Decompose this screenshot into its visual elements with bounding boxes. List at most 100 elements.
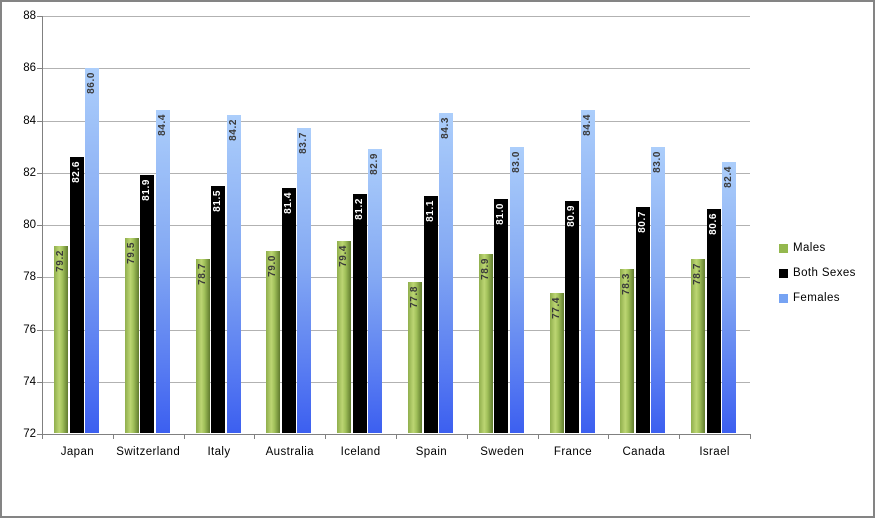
bar-value-label: 79.0	[267, 255, 279, 277]
bar-value-label: 84.3	[440, 116, 451, 139]
bar-both-sexes-spain[interactable]	[423, 196, 438, 433]
x-axis-tick	[254, 434, 255, 439]
bar-both-sexes-canada[interactable]	[635, 206, 650, 433]
y-axis-tick-label: 76	[23, 323, 36, 336]
legend-item-males[interactable]: Males	[779, 242, 826, 254]
bar-females-japan[interactable]	[85, 68, 99, 433]
bar-males-iceland[interactable]	[337, 240, 352, 433]
y-axis-tick	[37, 225, 42, 226]
bar-value-label: 83.7	[298, 132, 310, 155]
legend-label: Males	[793, 242, 826, 254]
bar-value-label: 78.3	[621, 273, 633, 296]
y-axis-tick-label: 78	[23, 271, 36, 284]
bar-males-australia[interactable]	[266, 251, 281, 433]
bar-both-sexes-italy[interactable]	[211, 185, 226, 433]
legend-swatch-both-sexes	[779, 268, 788, 278]
y-axis-tick	[37, 277, 42, 279]
x-axis-label-iceland: Iceland	[340, 446, 381, 458]
y-axis-tick-label: 88	[23, 10, 36, 22]
x-axis-label-spain: Spain	[415, 446, 448, 458]
legend-swatch-females	[779, 293, 788, 303]
x-axis-label-sweden: Sweden	[480, 446, 525, 458]
bar-value-label: 79.4	[338, 244, 350, 267]
bar-both-sexes-france[interactable]	[565, 201, 580, 433]
x-axis-tick	[184, 434, 185, 439]
bar-value-label: 80.7	[636, 210, 648, 233]
x-axis-tick	[325, 434, 326, 439]
bar-females-france[interactable]	[580, 110, 595, 433]
bar-value-label: 81.9	[141, 179, 153, 202]
y-axis-tick	[37, 381, 42, 383]
x-axis-tick	[467, 434, 468, 439]
bar-males-israel[interactable]	[691, 258, 706, 433]
y-axis-tick-label: 84	[23, 114, 36, 127]
bar-males-italy[interactable]	[195, 258, 210, 433]
gridline-84	[42, 120, 750, 122]
legend-swatch-males	[779, 243, 788, 253]
gridline-74	[42, 381, 750, 383]
x-axis-label-italy: Italy	[207, 446, 231, 458]
legend-item-both-sexes[interactable]: Both Sexes	[779, 267, 856, 279]
bar-value-label: 81.2	[353, 197, 365, 220]
y-axis-tick	[37, 172, 42, 174]
bar-both-sexes-israel[interactable]	[706, 209, 721, 433]
gridline-80	[42, 225, 750, 226]
y-axis-tick-label: 82	[23, 166, 36, 179]
x-axis-label-canada: Canada	[622, 446, 666, 458]
bar-males-switzerland[interactable]	[124, 238, 139, 433]
bar-females-australia[interactable]	[297, 128, 312, 433]
x-axis-label-israel: Israel	[699, 446, 730, 458]
bar-males-spain[interactable]	[408, 282, 422, 433]
x-axis-tick	[608, 434, 609, 439]
bar-both-sexes-switzerland[interactable]	[140, 175, 155, 433]
x-axis-tick	[538, 434, 539, 439]
legend-item-females[interactable]: Females	[779, 292, 840, 304]
bar-value-label: 83.0	[510, 150, 522, 173]
bar-both-sexes-japan[interactable]	[69, 157, 84, 433]
bar-females-sweden[interactable]	[509, 146, 524, 433]
bar-value-label: 81.4	[282, 192, 294, 215]
gridline-76	[42, 329, 750, 331]
legend-label: Females	[793, 292, 840, 304]
gridline-86	[42, 68, 750, 70]
gridline-82	[42, 172, 750, 174]
bar-value-label: 80.9	[566, 205, 578, 228]
bar-males-france[interactable]	[549, 292, 564, 433]
bar-value-label: 78.7	[692, 262, 704, 285]
bar-value-label: 84.4	[581, 114, 593, 136]
bar-females-israel[interactable]	[722, 162, 737, 433]
x-axis-label-australia: Australia	[265, 446, 314, 458]
x-axis-label-switzerland: Switzerland	[116, 446, 181, 458]
gridline-78	[42, 277, 750, 279]
bar-males-canada[interactable]	[620, 269, 635, 433]
bar-males-sweden[interactable]	[478, 253, 493, 433]
bar-both-sexes-sweden[interactable]	[494, 198, 509, 433]
y-axis-tick	[37, 16, 42, 17]
bar-females-italy[interactable]	[226, 115, 241, 433]
y-axis-line	[42, 16, 43, 434]
bar-value-label: 77.8	[409, 286, 420, 309]
bar-females-switzerland[interactable]	[155, 110, 170, 433]
bar-males-japan[interactable]	[54, 245, 68, 433]
bar-both-sexes-iceland[interactable]	[352, 193, 367, 433]
bar-value-label: 84.2	[227, 119, 239, 142]
bar-value-label: 81.1	[424, 200, 436, 223]
x-axis-tick	[750, 434, 751, 439]
bar-value-label: 82.9	[369, 153, 381, 176]
bar-females-spain[interactable]	[439, 112, 453, 433]
gridline-88	[42, 16, 750, 17]
x-axis-tick	[396, 434, 397, 439]
bar-both-sexes-australia[interactable]	[281, 188, 296, 433]
bar-females-iceland[interactable]	[368, 149, 383, 433]
x-axis-tick	[113, 434, 114, 439]
bar-value-label: 79.2	[55, 249, 66, 272]
bar-value-label: 84.4	[156, 114, 168, 136]
bar-value-label: 86.0	[86, 72, 97, 95]
bar-value-label: 81.0	[495, 202, 507, 225]
bar-value-label: 82.6	[70, 161, 82, 183]
y-axis-tick	[37, 120, 42, 122]
bar-value-label: 78.7	[196, 262, 208, 285]
y-axis-tick	[37, 68, 42, 70]
bar-females-canada[interactable]	[651, 146, 666, 433]
x-axis-tick	[679, 434, 680, 439]
